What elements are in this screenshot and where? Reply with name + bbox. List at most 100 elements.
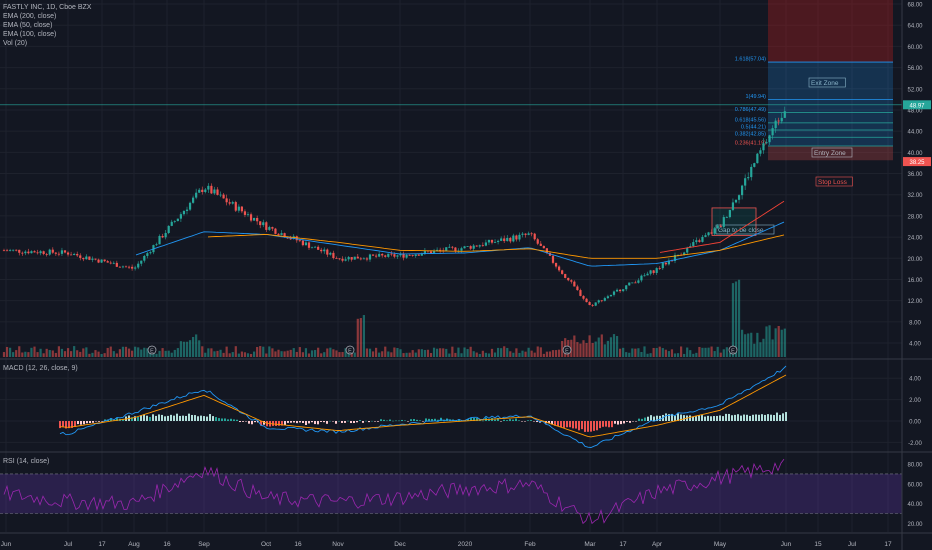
macd-histogram-bar [623, 421, 625, 424]
macd-histogram-bar [611, 421, 613, 428]
volume-bar [774, 328, 777, 357]
candle-body [493, 241, 497, 243]
x-tick-label: 15 [814, 541, 822, 548]
candle-body [463, 246, 466, 249]
volume-bar [15, 350, 18, 357]
rsi-tick-label: 60.00 [907, 482, 923, 488]
candle-body [445, 247, 448, 251]
candle-body [484, 242, 487, 246]
macd-histogram-bar [380, 419, 382, 421]
entry-zone-label-text: Entry Zone [814, 150, 846, 157]
candle-body [271, 227, 274, 229]
candle-body [63, 250, 67, 253]
candle-body [256, 217, 259, 222]
candle-body [628, 282, 631, 286]
macd-tick-label: 4.00 [909, 377, 921, 383]
price-badge [903, 157, 931, 167]
candle-body [124, 266, 128, 268]
macd-histogram-bar [392, 420, 394, 422]
y-tick-label: 68.00 [907, 3, 923, 9]
macd-histogram-bar [239, 421, 241, 423]
volume-bar [201, 346, 204, 357]
volume-bar [524, 351, 527, 357]
macd-histogram-bar [305, 421, 307, 426]
candle-body [185, 209, 189, 211]
candle-body [280, 233, 283, 235]
macd-histogram-bar [362, 421, 364, 423]
volume-bar [368, 348, 372, 357]
volume-bar [103, 353, 106, 357]
exit-zone-label: Exit Zone [808, 77, 846, 88]
macd-histogram-bar [335, 421, 337, 424]
candle-body [591, 304, 594, 306]
volume-bar [134, 346, 137, 357]
volume-bar [219, 349, 222, 357]
volume-bar [744, 334, 747, 357]
candle-body [539, 243, 542, 246]
volume-bar [478, 353, 481, 357]
volume-bar [762, 338, 765, 357]
candle-body [57, 253, 60, 255]
candle-body [243, 211, 247, 215]
candle-body [454, 247, 457, 252]
candle-body [658, 268, 661, 269]
x-tick-label: Nov [332, 541, 344, 548]
macd-histogram-bar [311, 421, 313, 423]
candle-body [179, 214, 182, 219]
candle-body [307, 242, 311, 248]
candle-body [277, 233, 280, 235]
volume-bar [161, 348, 164, 357]
y-tick-label: 28.00 [907, 214, 923, 220]
macd-tick-label: -2.00 [908, 441, 922, 447]
candle-body [737, 195, 741, 200]
macd-histogram-bar [320, 421, 322, 422]
rsi-tick-label: 40.00 [907, 502, 923, 508]
zones: 1.618(57.04) 1(49.94) 0.786(47.49) 0.618(45… [0, 0, 902, 236]
volume-bar [332, 349, 335, 357]
candle-body [216, 189, 219, 195]
macd-histogram-bar [548, 421, 550, 423]
volume-bar [676, 353, 680, 357]
macd-histogram-bar [602, 421, 604, 427]
candle-body [170, 221, 173, 226]
macd-histogram-bar [227, 419, 229, 421]
earnings-marker-text: E [731, 348, 735, 354]
x-tick-label: 16 [294, 541, 302, 548]
rsi-line [3, 458, 785, 525]
candle-body [728, 209, 731, 218]
candle-body [115, 262, 118, 267]
volume-bar [548, 351, 552, 357]
volume-bar [655, 348, 658, 357]
macd-label: MACD (12, 26, close, 9) [3, 365, 78, 372]
candle-body [652, 270, 655, 273]
macd-histogram-bar [653, 416, 655, 421]
macd-histogram-bar [377, 421, 379, 422]
candle-body [332, 252, 335, 259]
candle-body [15, 249, 18, 251]
grid [0, 0, 902, 532]
macd-histogram-bar [425, 418, 427, 421]
volume-bar [756, 332, 759, 357]
macd-histogram-bar [71, 421, 73, 428]
volume-bar [588, 335, 591, 357]
candle-body [439, 249, 442, 251]
macd-histogram-bar [521, 421, 523, 422]
volume-bar [423, 349, 426, 357]
macd-histogram-bar [350, 421, 352, 424]
macd-histogram-bar [749, 415, 751, 421]
fib-label: 0.618(45.56) [735, 117, 766, 123]
macd-histogram-bar [488, 419, 490, 421]
volume-bar [262, 346, 265, 357]
volume-bar [240, 351, 243, 357]
volume-bar [393, 347, 396, 357]
y-tick-label: 52.00 [907, 87, 923, 93]
volume-bar [445, 348, 448, 357]
candle-body [414, 254, 417, 256]
candle-body [329, 252, 332, 255]
price-badge-text: 38.25 [909, 160, 925, 166]
macd-histogram-bar [170, 414, 172, 421]
stop-loss-label-border [815, 176, 853, 187]
